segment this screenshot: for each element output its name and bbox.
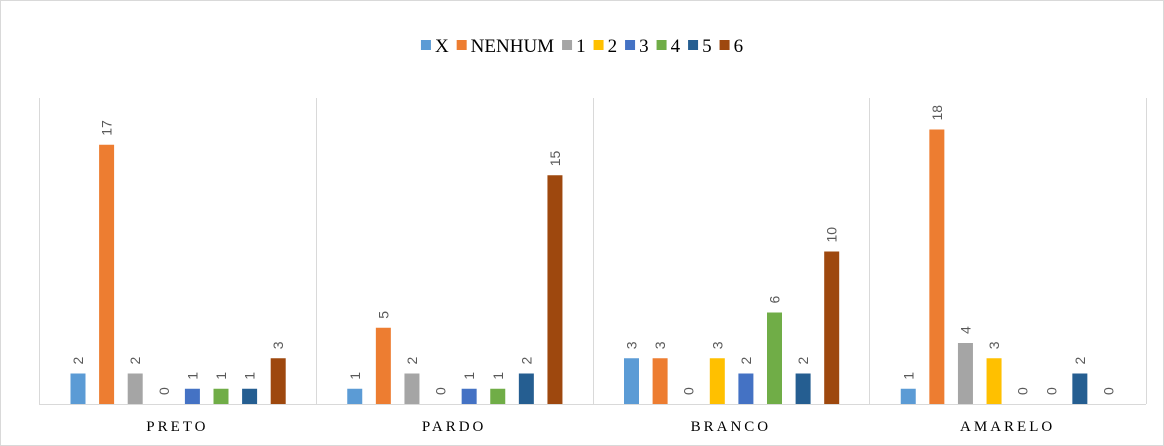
bar-x-pardo <box>347 388 363 404</box>
bar-1-pardo <box>404 373 420 404</box>
legend-label: 3 <box>639 36 649 57</box>
legend-label: NENHUM <box>471 36 554 57</box>
category-label: PRETO <box>146 419 208 435</box>
data-label: 18 <box>929 105 945 121</box>
bar-4-preto <box>213 388 229 404</box>
data-label: 3 <box>624 341 640 349</box>
data-label: 2 <box>795 357 811 365</box>
data-label: 3 <box>270 341 286 349</box>
data-label: 2 <box>70 357 86 365</box>
data-label: 15 <box>547 150 563 166</box>
legend-swatch-2 <box>593 40 604 50</box>
data-label: 1 <box>461 372 477 380</box>
legend-swatch-1 <box>562 40 573 50</box>
legend-swatch-x <box>420 40 431 50</box>
data-label: 0 <box>1015 387 1031 395</box>
legend-swatch-nenhum <box>456 40 467 50</box>
bar-4-branco <box>767 312 782 404</box>
bar-nenhum-pardo <box>375 327 391 404</box>
bar-nenhum-branco <box>652 358 668 404</box>
bar-6-pardo <box>547 175 563 404</box>
data-label: 0 <box>1100 387 1116 395</box>
legend-label: 6 <box>734 36 744 57</box>
data-label: 1 <box>242 372 258 380</box>
bar-x-preto <box>70 373 86 404</box>
legend-swatch-5 <box>688 40 699 50</box>
bar-6-preto <box>270 358 286 404</box>
bar-1-preto <box>127 373 143 404</box>
bar-x-branco <box>624 358 639 404</box>
bar-nenhum-amarelo <box>929 129 945 404</box>
bar-2-branco <box>709 358 725 404</box>
data-label: 3 <box>986 341 1002 349</box>
legend-swatch-6 <box>719 40 730 50</box>
legend-swatch-4 <box>656 40 667 50</box>
bar-5-branco <box>795 373 811 404</box>
legend-swatch-3 <box>625 40 636 50</box>
data-label: 1 <box>184 372 200 380</box>
data-label: 10 <box>824 227 840 243</box>
data-label: 1 <box>347 372 363 380</box>
data-label: 1 <box>490 372 506 380</box>
bar-nenhum-preto <box>99 144 115 404</box>
legend-label: X <box>435 36 449 57</box>
bar-5-amarelo <box>1072 373 1088 404</box>
data-label: 5 <box>375 311 391 319</box>
legend-label: 5 <box>702 36 712 57</box>
data-label: 3 <box>709 341 725 349</box>
bar-6-branco <box>824 251 840 404</box>
data-label: 2 <box>738 357 754 365</box>
legend-label: 1 <box>576 36 586 57</box>
data-label: 2 <box>127 357 143 365</box>
bar-x-amarelo <box>900 388 916 404</box>
data-label: 1 <box>213 372 229 380</box>
data-label: 0 <box>681 387 697 395</box>
legend-label: 4 <box>671 36 681 57</box>
legend-label: 2 <box>608 36 618 57</box>
bar-3-branco <box>738 373 754 404</box>
category-label: BRANCO <box>691 419 772 435</box>
data-label: 2 <box>518 357 534 365</box>
category-label: PARDO <box>422 419 486 435</box>
category-label: AMARELO <box>960 419 1055 435</box>
data-label: 3 <box>652 341 668 349</box>
data-label: 0 <box>433 387 449 395</box>
data-label: 0 <box>156 387 172 395</box>
bar-1-amarelo <box>957 343 973 404</box>
data-label: 2 <box>1072 357 1088 365</box>
bar-5-preto <box>242 388 258 404</box>
bar-3-pardo <box>461 388 477 404</box>
bar-3-preto <box>184 388 200 404</box>
data-label: 4 <box>957 326 973 334</box>
data-label: 17 <box>99 120 115 136</box>
bar-5-pardo <box>518 373 534 404</box>
bar-4-pardo <box>490 388 506 404</box>
data-label: 0 <box>1043 387 1059 395</box>
data-label: 6 <box>767 296 783 304</box>
bar-2-amarelo <box>986 358 1002 404</box>
data-label: 2 <box>404 357 420 365</box>
data-label: 1 <box>900 372 916 380</box>
